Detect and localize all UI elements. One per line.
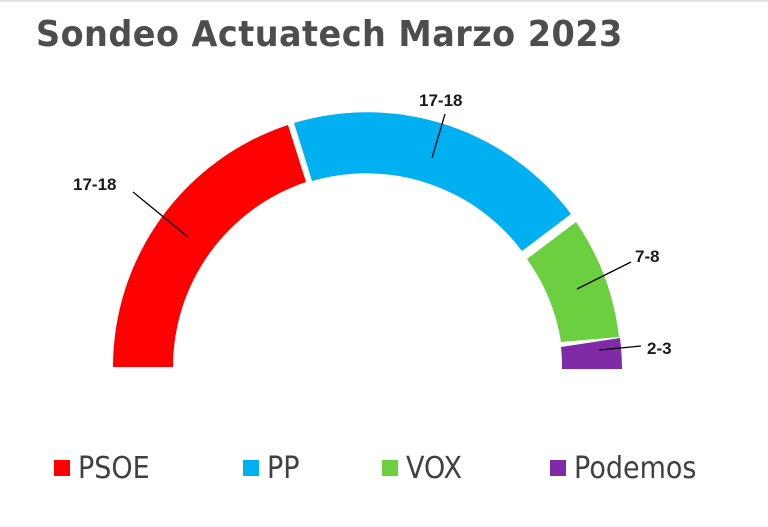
leader-line-psoe xyxy=(132,191,189,238)
value-label-psoe: 17-18 xyxy=(73,175,116,194)
legend: PSOE PP VOX Podemos xyxy=(0,448,768,488)
segment-vox[interactable] xyxy=(527,222,619,342)
legend-swatch-podemos xyxy=(550,460,566,476)
value-label-podemos: 2-3 xyxy=(647,339,672,358)
legend-swatch-vox xyxy=(382,460,398,476)
legend-swatch-psoe xyxy=(54,460,70,476)
segment-podemos[interactable] xyxy=(561,338,622,369)
chart-title: Sondeo Actuatech Marzo 2023 xyxy=(36,14,623,55)
legend-label-vox: VOX xyxy=(406,450,463,486)
legend-item-psoe[interactable]: PSOE xyxy=(54,448,158,488)
top-border xyxy=(0,0,768,2)
legend-item-podemos[interactable]: Podemos xyxy=(550,448,710,488)
legend-label-psoe: PSOE xyxy=(78,450,150,486)
legend-label-pp: PP xyxy=(267,450,300,486)
value-label-vox: 7-8 xyxy=(635,247,660,266)
legend-item-pp[interactable]: PP xyxy=(243,448,303,488)
legend-item-vox[interactable]: VOX xyxy=(382,448,468,488)
value-label-pp: 17-18 xyxy=(419,91,462,110)
segment-psoe[interactable] xyxy=(113,125,306,367)
legend-swatch-pp xyxy=(243,460,259,476)
leader-line-pp xyxy=(431,113,446,159)
segment-pp[interactable] xyxy=(294,112,571,251)
legend-label-podemos: Podemos xyxy=(574,450,697,486)
leader-line-podemos xyxy=(598,345,642,351)
leader-line-vox xyxy=(576,261,632,290)
